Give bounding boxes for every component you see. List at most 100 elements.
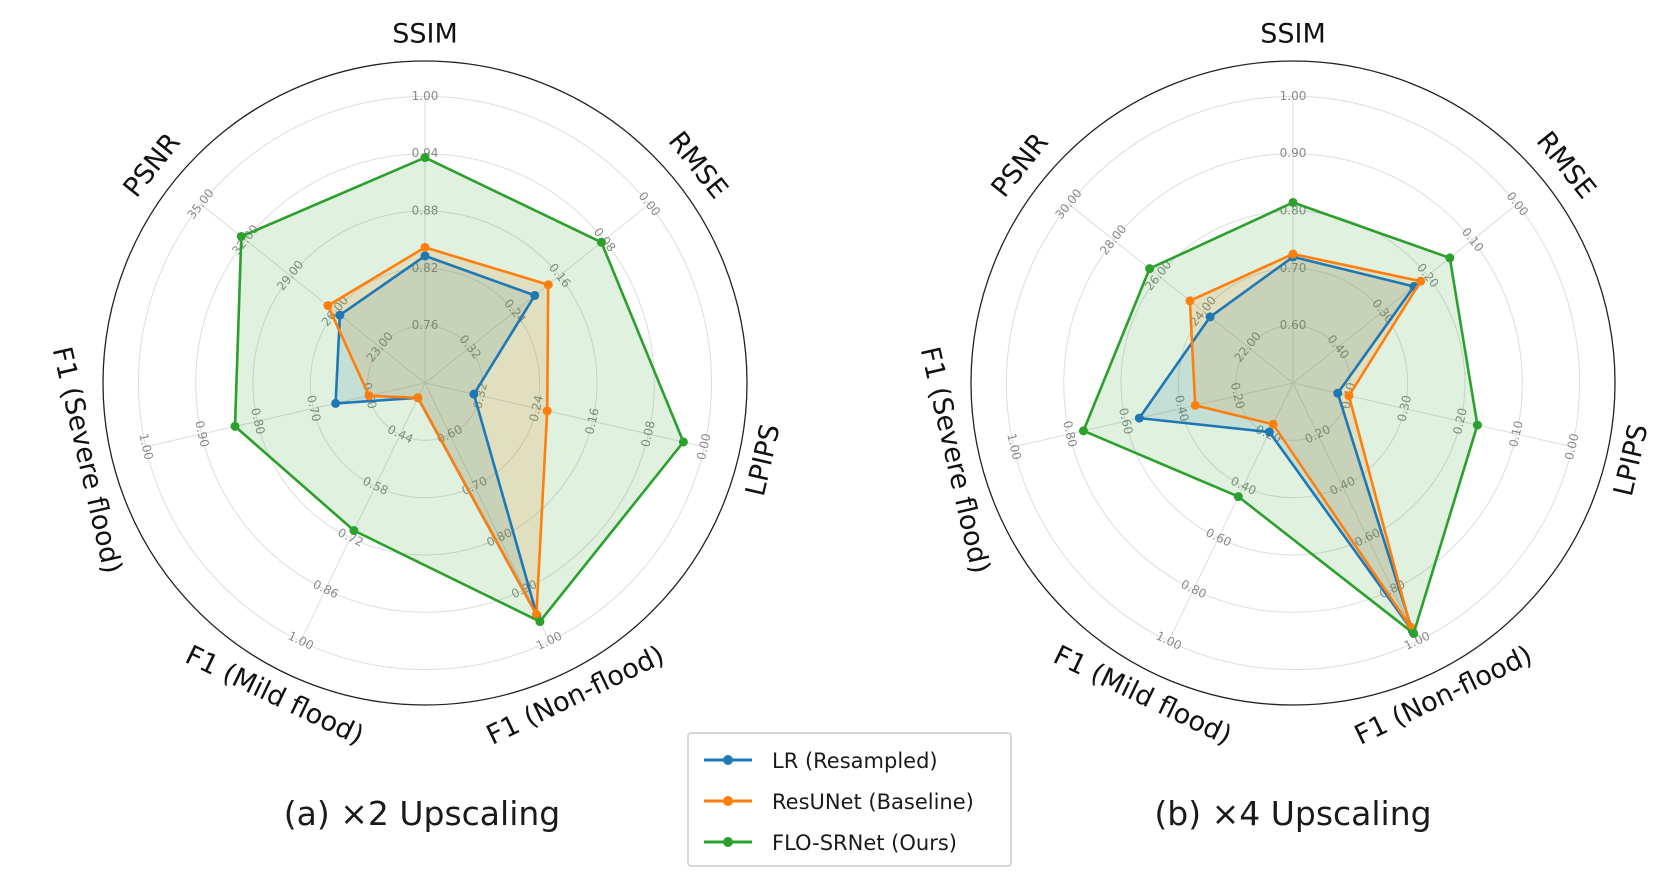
- tick-label: 0.00: [1504, 189, 1532, 219]
- point-resunet-baseline-psnr: [323, 301, 333, 311]
- spoke-f1-severe-flood: [1013, 382, 1294, 448]
- point-resunet-baseline-rmse: [1416, 276, 1426, 286]
- series-area-resunet-baseline: [327, 247, 549, 615]
- radar-chart-x2: 0.760.820.880.941.00SSIM0.320.240.160.08…: [46, 19, 787, 752]
- point-lr-resampled-f1-mild-flood: [1264, 427, 1274, 437]
- chart-a-title: (a) ×2 Upscaling: [284, 794, 560, 833]
- axis-label-lpips: LPIPS: [1608, 421, 1654, 499]
- axis-label-rmse: RMSE: [662, 126, 734, 205]
- tick-label: 0.00: [1562, 432, 1582, 461]
- tick-label: 0.08: [638, 419, 658, 448]
- point-resunet-baseline-f1-severe-flood: [1190, 400, 1200, 410]
- tick-label: 0.76: [412, 318, 439, 332]
- series-line-resunet-baseline: [1188, 252, 1422, 629]
- point-resunet-baseline-ssim: [420, 242, 430, 252]
- series-line-flo-srnet-ours: [1082, 201, 1479, 635]
- point-resunet-baseline-rmse: [543, 280, 553, 290]
- tick-label: 0.10: [1459, 225, 1487, 255]
- point-flo-srnet-ours-lpips: [678, 437, 688, 447]
- point-lr-resampled-f1-severe-flood: [331, 398, 341, 408]
- point-flo-srnet-ours-ssim: [420, 153, 430, 163]
- point-flo-srnet-ours-rmse: [1445, 253, 1455, 263]
- point-resunet-baseline-ssim: [1288, 249, 1298, 259]
- polar-frame: [970, 60, 1616, 706]
- tick-label: 28.00: [1097, 222, 1129, 258]
- legend: LR (Resampled) ResUNet (Baseline) FLO-SR…: [687, 732, 1012, 867]
- tick-label: 0.20: [1450, 407, 1470, 436]
- tick-label: 0.40: [1172, 394, 1192, 423]
- tick-label: 0.16: [582, 407, 602, 436]
- tick-label: 0.88: [412, 204, 439, 218]
- point-flo-srnet-ours-psnr: [1145, 264, 1155, 274]
- point-flo-srnet-ours-f1-severe-flood: [1078, 426, 1088, 436]
- tick-label: 0.24: [527, 394, 547, 423]
- tick-label: 1.00: [286, 629, 316, 653]
- tick-label: 0.80: [1280, 204, 1307, 218]
- tick-label: 1.00: [1280, 89, 1307, 103]
- spoke-psnr: [1068, 203, 1294, 384]
- point-lr-resampled-lpips: [469, 389, 479, 399]
- spoke-f1-non-flood: [1292, 382, 1418, 642]
- legend-entry-flosrnet: FLO-SRNet (Ours): [704, 831, 957, 855]
- series-line-flo-srnet-ours: [233, 156, 685, 623]
- tick-label: 0.70: [304, 394, 324, 423]
- point-flo-srnet-ours-f1-non-flood: [1409, 628, 1419, 638]
- tick-label: 0.86: [311, 577, 341, 601]
- point-flo-srnet-ours-rmse: [596, 237, 606, 247]
- axis-label-f1-severe-flood: F1 (Severe flood): [914, 344, 996, 577]
- tick-label: 0.90: [1280, 146, 1307, 160]
- series-area-flo-srnet-ours: [235, 157, 684, 622]
- tick-label: 0.90: [192, 419, 212, 448]
- point-flo-srnet-ours-psnr: [236, 231, 246, 241]
- legend-marker-lr: [723, 755, 733, 765]
- series-line-resunet-baseline: [326, 246, 550, 616]
- legend-marker-resunet: [723, 796, 733, 806]
- point-flo-srnet-ours-lpips: [1472, 420, 1482, 430]
- tick-label: 0.00: [694, 432, 714, 461]
- point-lr-resampled-rmse: [530, 290, 540, 300]
- spoke-rmse: [1292, 203, 1518, 384]
- point-resunet-baseline-f1-severe-flood: [364, 391, 374, 401]
- tick-label: 0.60: [1116, 407, 1136, 436]
- tick-label: 0.30: [1395, 394, 1415, 423]
- axis-label-psnr: PSNR: [985, 127, 1054, 203]
- axis-label-f1-severe-flood: F1 (Severe flood): [46, 344, 128, 577]
- tick-label: 0.20: [1228, 381, 1248, 410]
- tick-label: 0.60: [1280, 318, 1307, 332]
- legend-label-lr: LR (Resampled): [772, 749, 938, 773]
- axis-label-rmse: RMSE: [1530, 126, 1602, 205]
- tick-label: 0.80: [1179, 577, 1209, 601]
- point-flo-srnet-ours-f1-mild-flood: [349, 526, 359, 536]
- tick-label: 1.00: [136, 432, 156, 461]
- point-flo-srnet-ours-f1-mild-flood: [1233, 492, 1243, 502]
- legend-label-flosrnet: FLO-SRNet (Ours): [772, 831, 957, 855]
- point-resunet-baseline-f1-mild-flood: [1268, 419, 1278, 429]
- tick-label: 0.80: [248, 407, 268, 436]
- tick-label: 1.00: [412, 89, 439, 103]
- tick-label: 35.00: [184, 186, 216, 222]
- legend-box: [687, 732, 1012, 867]
- point-lr-resampled-f1-severe-flood: [1134, 413, 1144, 423]
- tick-label: 0.60: [1204, 525, 1234, 549]
- series-line-lr-resampled: [1138, 255, 1416, 633]
- point-lr-resampled-ssim: [420, 251, 430, 261]
- point-lr-resampled-lpips: [1333, 388, 1343, 398]
- point-flo-srnet-ours-f1-non-flood: [535, 617, 545, 627]
- tick-label: 0.10: [1506, 419, 1526, 448]
- tick-label: 0.70: [1280, 261, 1307, 275]
- tick-label: 1.00: [1154, 629, 1184, 653]
- point-resunet-baseline-lpips: [1344, 391, 1354, 401]
- legend-label-resunet: ResUNet (Baseline): [772, 790, 974, 814]
- legend-entry-resunet: ResUNet (Baseline): [704, 790, 974, 814]
- legend-marker-flosrnet: [723, 837, 733, 847]
- point-lr-resampled-psnr: [1205, 312, 1215, 322]
- radar-chart-x4: 0.60 0.70 0.80 0.90 1.00 SSIM 0.40 0.30 0.20 0.10…: [914, 19, 1655, 752]
- axis-label-ssim: SSIM: [1260, 19, 1326, 50]
- tick-label: 0.82: [412, 261, 439, 275]
- tick-label: 0.80: [1060, 419, 1080, 448]
- point-flo-srnet-ours-ssim: [1288, 197, 1298, 207]
- tick-label: 1.00: [534, 629, 564, 653]
- polar-frame: [102, 60, 748, 706]
- series-area-resunet-baseline: [1189, 254, 1421, 627]
- series-area-lr-resampled: [335, 255, 537, 616]
